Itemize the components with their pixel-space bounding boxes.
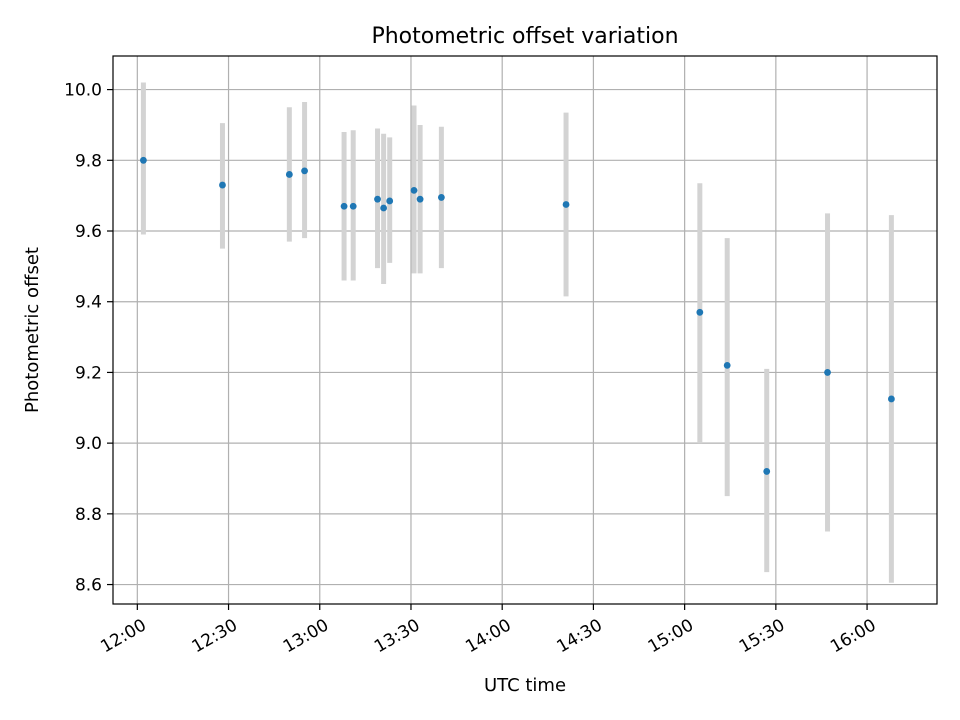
y-tick-label: 10.0 — [64, 81, 102, 101]
data-point — [349, 202, 357, 210]
data-point — [219, 181, 226, 189]
data-point — [340, 202, 348, 210]
data-point — [301, 167, 308, 175]
y-tick-label: 9.0 — [75, 434, 102, 454]
y-tick-label: 9.6 — [75, 222, 102, 242]
data-point — [763, 468, 771, 475]
data-point — [374, 195, 381, 203]
data-point — [410, 186, 418, 194]
y-tick-label: 9.8 — [75, 151, 102, 171]
data-point — [887, 395, 895, 403]
data-point — [285, 171, 293, 178]
data-point — [140, 156, 147, 164]
data-point — [437, 194, 445, 201]
data-point — [416, 195, 424, 203]
y-tick-label: 8.6 — [75, 576, 102, 596]
data-point — [824, 369, 831, 376]
chart-title: Photometric offset variation — [371, 24, 678, 49]
data-point — [723, 361, 731, 369]
data-point — [696, 308, 704, 316]
x-axis-label: UTC time — [484, 675, 566, 696]
plot-frame — [112, 55, 938, 605]
data-point — [386, 197, 394, 205]
y-tick-label: 9.4 — [75, 293, 102, 313]
data-point — [562, 201, 570, 208]
y-tick-label: 8.8 — [75, 505, 102, 525]
y-tick-label: 9.2 — [75, 363, 102, 383]
y-axis: 8.6 8.8 9.0 9.2 9.4 9.6 9.8 10.0 — [64, 81, 113, 596]
y-axis-label: Photometric offset — [22, 247, 43, 413]
grid — [113, 56, 937, 604]
data-points — [140, 156, 895, 475]
data-point — [380, 204, 388, 212]
